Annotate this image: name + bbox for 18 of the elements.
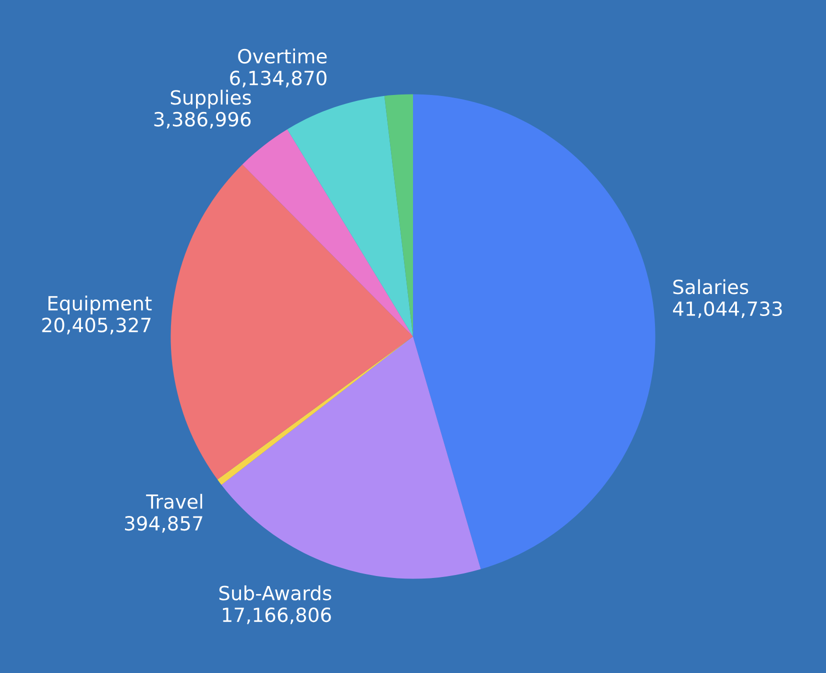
- pie-slice: [170, 164, 413, 480]
- slice-label: Sub-Awards: [219, 585, 332, 600]
- data-label: 20,405,327: [42, 318, 150, 334]
- data-label: 6,134,870: [230, 70, 326, 88]
- pie-slice: [242, 129, 413, 336]
- pie-slice: [221, 336, 481, 579]
- data-label: 17,166,806: [222, 607, 331, 624]
- pie-slice: [287, 96, 413, 336]
- slice-label: Supplies: [170, 90, 251, 109]
- slice-label: Equipment: [48, 296, 152, 314]
- slice-label: Travel: [146, 494, 202, 509]
- data-label: 41,044,733: [673, 301, 782, 318]
- slice-label: Overtime: [238, 48, 327, 64]
- pie-slice: [413, 94, 656, 570]
- pie-slice: [384, 94, 413, 336]
- data-label: 3,386,996: [154, 112, 251, 129]
- slice-label: Salaries: [673, 279, 748, 294]
- data-label: 394,857: [125, 516, 202, 533]
